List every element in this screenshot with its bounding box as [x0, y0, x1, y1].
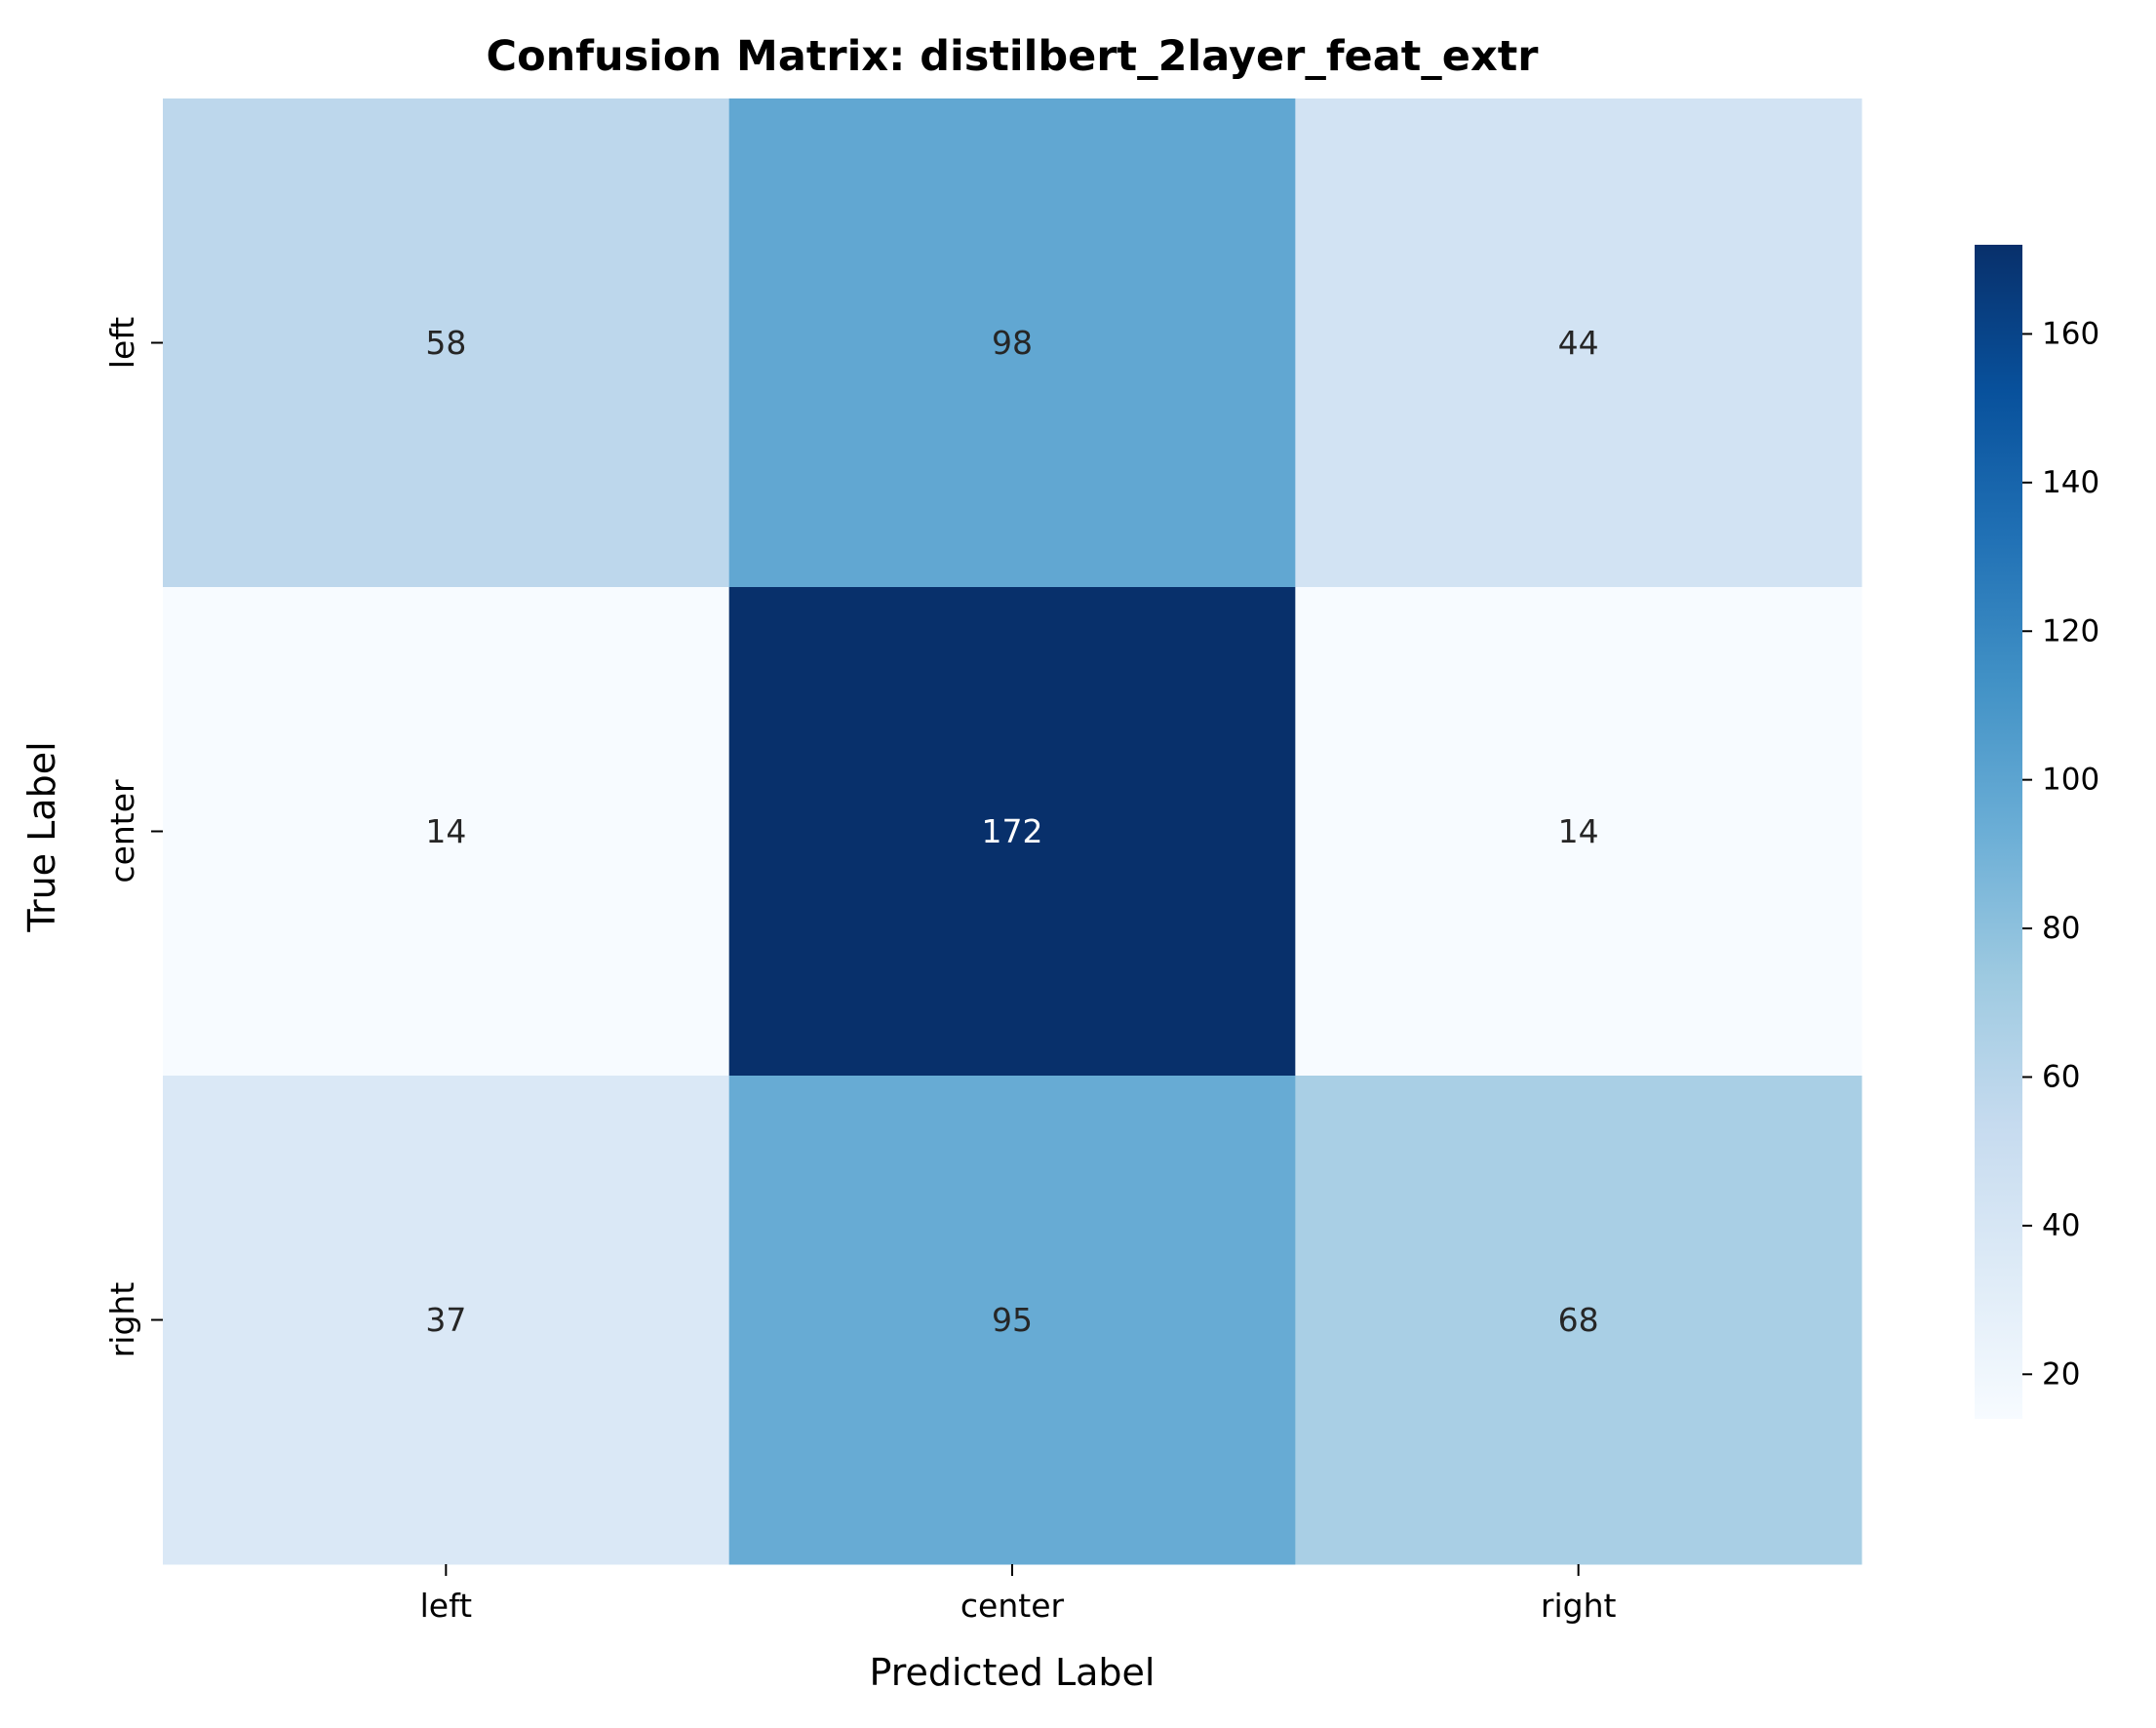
- colorbar-tick-label: 140: [2042, 465, 2099, 500]
- heatmap-cell: [163, 1076, 730, 1565]
- heatmap-cell: [1295, 1076, 1862, 1565]
- colorbar-tick-label: 60: [2042, 1059, 2080, 1094]
- heatmap-cell: [163, 98, 730, 588]
- y-tick-label: left: [103, 317, 141, 370]
- cell-value-label: 172: [982, 812, 1043, 850]
- chart-title: Confusion Matrix: distilbert_2layer_feat…: [487, 32, 1540, 81]
- heatmap-cell: [728, 587, 1296, 1077]
- cell-value-label: 95: [992, 1301, 1033, 1339]
- colorbar-tick-label: 20: [2042, 1356, 2080, 1392]
- y-axis: left center right: [103, 317, 163, 1358]
- cell-value-label: 98: [992, 324, 1033, 362]
- cell-value-labels: 58 98 44 14 172 14 37 95 68: [425, 324, 1598, 1339]
- colorbar-tick-label: 80: [2042, 911, 2080, 946]
- heatmap-cell: [728, 98, 1296, 588]
- x-tick-label: center: [960, 1587, 1065, 1625]
- heatmap-cell: [728, 1076, 1296, 1565]
- colorbar-tick-label: 160: [2042, 316, 2099, 351]
- x-tick-label: left: [420, 1587, 473, 1625]
- cell-value-label: 44: [1558, 324, 1599, 362]
- y-tick-label: right: [103, 1282, 141, 1358]
- colorbar-tick-label: 100: [2042, 763, 2099, 798]
- cell-value-label: 14: [425, 812, 466, 850]
- heatmap-cell: [1295, 98, 1862, 588]
- x-tick-label: right: [1541, 1587, 1617, 1625]
- colorbar: [1975, 245, 2022, 1419]
- colorbar-tick-label: 40: [2042, 1208, 2080, 1243]
- cell-value-label: 37: [425, 1301, 466, 1339]
- x-axis-label: Predicted Label: [870, 1651, 1156, 1694]
- heatmap-cell: [1295, 587, 1862, 1077]
- colorbar-tick-label: 120: [2042, 613, 2099, 648]
- colorbar-ticks: 20 40 60 80 100 120 140 160: [2022, 316, 2099, 1392]
- heatmap-cells: [163, 98, 1862, 1565]
- x-axis: left center right: [420, 1564, 1617, 1625]
- cell-value-label: 58: [425, 324, 466, 362]
- y-tick-label: center: [103, 779, 141, 884]
- heatmap-cell: [163, 587, 730, 1077]
- cell-value-label: 14: [1558, 812, 1599, 850]
- cell-value-label: 68: [1558, 1301, 1599, 1339]
- y-axis-label: True Label: [20, 741, 63, 932]
